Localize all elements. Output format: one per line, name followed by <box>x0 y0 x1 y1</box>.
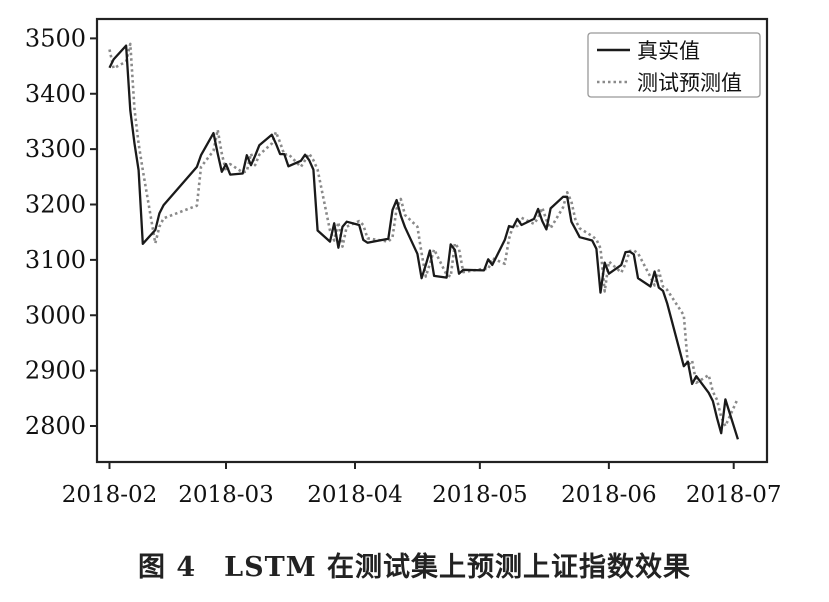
caption-text: LSTM 在测试集上预测上证指数效果 <box>224 552 692 583</box>
y-tick-label: 3500 <box>25 24 86 52</box>
y-tick-label: 3300 <box>25 135 86 163</box>
y-tick-label: 3000 <box>25 301 86 329</box>
x-tick-label: 2018-06 <box>561 482 657 508</box>
figure-caption: 图 4 LSTM 在测试集上预测上证指数效果 <box>0 545 829 584</box>
y-tick-label: 3100 <box>25 246 86 274</box>
legend: 真实值 测试预测值 <box>587 32 761 98</box>
series-line-predicted <box>108 42 740 428</box>
legend-label-predicted: 测试预测值 <box>637 71 742 95</box>
y-axis: 2800 2900 3000 3100 3200 3300 3400 3500 <box>25 24 97 440</box>
legend-box <box>587 32 761 98</box>
y-tick-label: 3400 <box>25 80 86 108</box>
y-tick-label: 2900 <box>25 357 86 385</box>
x-tick-label: 2018-02 <box>62 482 158 508</box>
x-tick-label: 2018-05 <box>432 482 528 508</box>
y-tick-label: 2800 <box>25 412 86 440</box>
plot-area-frame <box>95 17 769 464</box>
series-line-actual <box>108 44 739 440</box>
series-layer <box>108 42 740 440</box>
x-tick-label: 2018-04 <box>307 482 403 508</box>
figure-number: 图 4 <box>137 552 197 583</box>
x-tick-label: 2018-07 <box>686 482 782 508</box>
legend-label-actual: 真实值 <box>637 39 700 63</box>
x-axis: 2018-02 2018-03 2018-04 2018-05 2018-06 2018-… <box>62 462 782 508</box>
y-tick-label: 3200 <box>25 191 86 219</box>
x-tick-label: 2018-03 <box>178 482 274 508</box>
